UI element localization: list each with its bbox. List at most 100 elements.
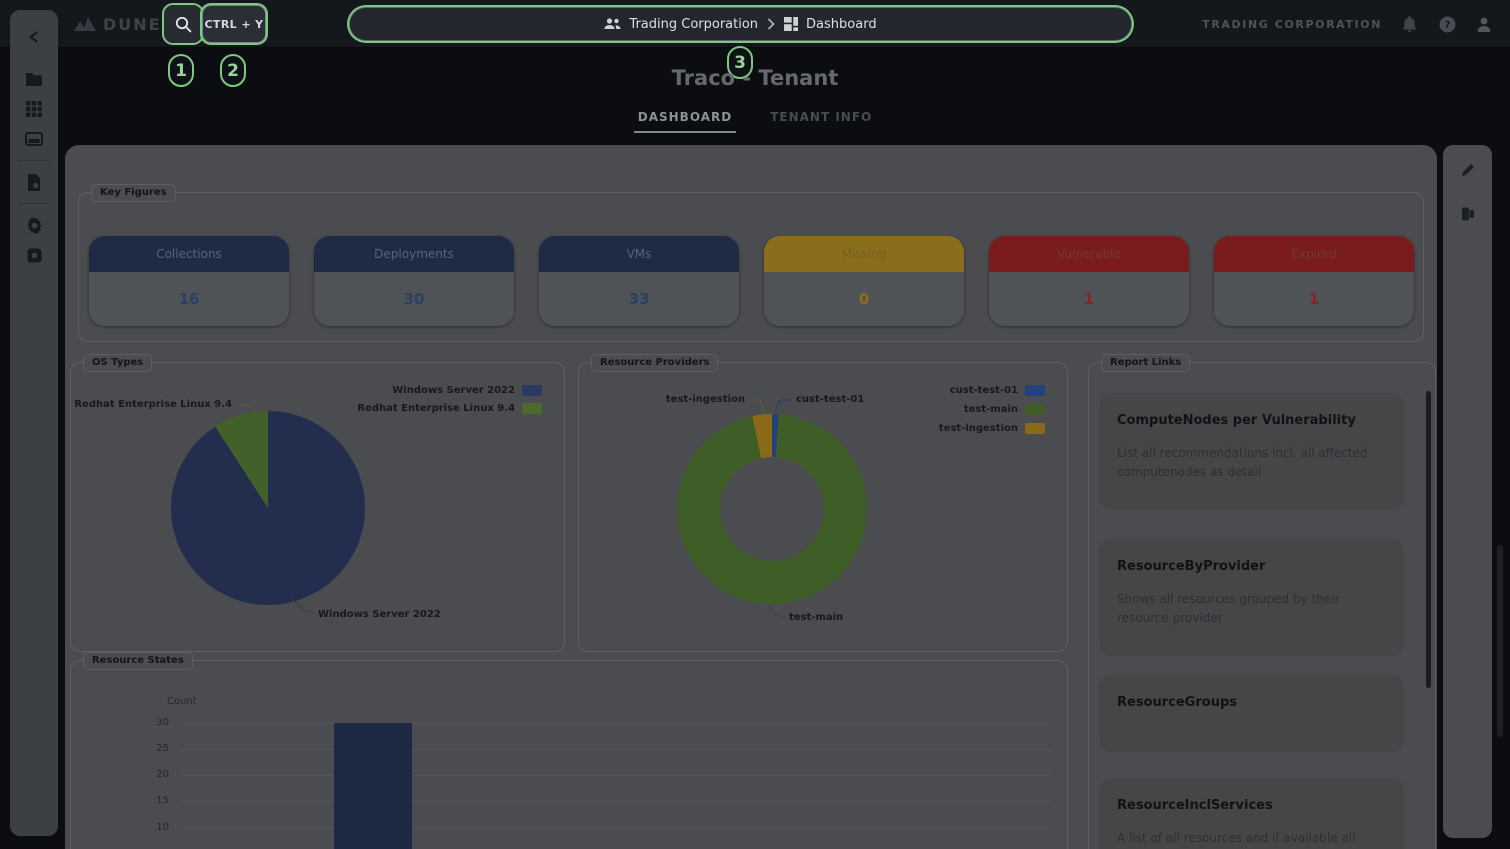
help-icon[interactable]: ? [1434, 0, 1460, 48]
dashboard-content-panel: Key Figures Collections 16 Deployments 3… [65, 145, 1437, 849]
donut-hole [720, 457, 824, 561]
y-tick: 15 [156, 795, 169, 806]
gridline-10 [181, 828, 1051, 829]
report-description: A list of all resources and if available… [1117, 831, 1356, 845]
report-link-computenodes-per-vulnerability[interactable]: ComputeNodes per Vulnerability List all … [1099, 393, 1404, 510]
resource-providers-donut-chart [677, 414, 867, 604]
report-links-legend: Report Links [1101, 354, 1191, 372]
org-label: TRADING CORPORATION [1202, 17, 1382, 31]
key-figures-legend: Key Figures [91, 184, 176, 202]
breadcrumb[interactable]: Trading Corporation Dashboard [349, 7, 1132, 41]
resource-states-legend: Resource States [83, 652, 193, 670]
resource-states-chart-panel: Resource States Count 30 25 20 15 10 [70, 652, 1068, 849]
breadcrumb-section[interactable]: Dashboard [784, 17, 877, 32]
legend-item-test-main: test-main [964, 404, 1045, 415]
resource-providers-chart-panel: Resource Providers cust-test-01 test-mai… [578, 354, 1068, 652]
tab-bar: DASHBOARD TENANT INFO [0, 108, 1510, 133]
report-title: ResourceByProvider [1117, 559, 1266, 574]
resource-states-bar [334, 723, 412, 849]
key-figure-card-missing: Missing 0 [764, 236, 964, 326]
donut-callout-test-ingestion: test-ingestion [665, 394, 745, 405]
card-header: Vulnerable [989, 236, 1189, 272]
legend-swatch-green [522, 403, 542, 414]
legend-label: Windows Server 2022 [392, 385, 515, 396]
legend-label: test-ingestion [938, 423, 1018, 434]
os-types-chart-panel: OS Types Windows Server 2022 Redhat Ente… [70, 354, 565, 652]
breadcrumb-section-label: Dashboard [806, 16, 877, 32]
donut-callout-cust-test-01: cust-test-01 [796, 394, 865, 405]
sidebar-divider [19, 160, 49, 161]
card-value: 0 [764, 272, 964, 326]
shortcut-text: CTRL + Y [204, 17, 264, 31]
legend-item-redhat: Redhat Enterprise Linux 9.4 [357, 403, 542, 414]
report-link-resourcebyprovider[interactable]: ResourceByProvider Shows all resources g… [1099, 539, 1404, 656]
report-description: List all recommendations incl. all affec… [1117, 446, 1368, 479]
tour-step-3-badge: 3 [727, 46, 753, 79]
search-button[interactable] [164, 5, 202, 43]
tab-dashboard[interactable]: DASHBOARD [633, 108, 737, 133]
report-link-resourceinclservices[interactable]: ResourceInclServices A list of all resou… [1099, 778, 1404, 849]
key-figures-group: Key Figures Collections 16 Deployments 3… [78, 184, 1424, 342]
card-value: 33 [539, 272, 739, 326]
legend-item-test-ingestion: test-ingestion [939, 423, 1045, 434]
report-links-scrollbar[interactable] [1426, 391, 1431, 688]
os-types-pie-chart [171, 411, 365, 605]
legend-swatch-gold [1025, 423, 1045, 434]
sidebar [10, 10, 58, 836]
key-figure-card-vulnerable: Vulnerable 1 [989, 236, 1189, 326]
search-shortcut-badge[interactable]: CTRL + Y [202, 5, 266, 43]
sidebar-grid-icon[interactable] [18, 94, 50, 124]
sidebar-collapse-icon[interactable] [18, 22, 50, 52]
y-tick: 30 [156, 717, 169, 728]
report-description: Shows all resources grouped by their res… [1117, 592, 1340, 625]
sidebar-integration-icon[interactable] [18, 240, 50, 270]
card-header: VMs [539, 236, 739, 272]
card-header: Deployments [314, 236, 514, 272]
card-value: 1 [989, 272, 1189, 326]
y-tick: 25 [156, 743, 169, 754]
notifications-bell-icon[interactable] [1396, 0, 1422, 48]
breadcrumb-tenant-label: Trading Corporation [629, 16, 759, 32]
legend-label: test-main [963, 404, 1018, 415]
tenant-people-icon [604, 18, 621, 29]
gridline-15 [181, 801, 1051, 802]
logo-mountain-icon [74, 17, 96, 31]
sidebar-folder-icon[interactable] [18, 64, 50, 94]
donut-callout-test-main: test-main [789, 612, 844, 623]
legend-item-cust-test-01: cust-test-01 [950, 385, 1045, 396]
resource-providers-legend: Resource Providers [591, 354, 719, 372]
edit-pencil-icon[interactable] [1455, 157, 1481, 183]
key-figure-card-vms: VMs 33 [539, 236, 739, 326]
legend-swatch-blue [1025, 385, 1045, 396]
card-header: Collections [89, 236, 289, 272]
tab-tenant-info[interactable]: TENANT INFO [770, 110, 873, 124]
dashboard-icon [784, 17, 799, 31]
sidebar-divider [19, 203, 49, 204]
legend-item-windows: Windows Server 2022 [392, 385, 542, 396]
page-scrollbar-thumb[interactable] [1497, 545, 1503, 737]
sidebar-settings-gear-icon[interactable] [18, 210, 50, 240]
sidebar-document-icon[interactable] [18, 167, 50, 197]
key-figure-card-collections: Collections 16 [89, 236, 289, 326]
y-tick: 10 [156, 822, 169, 833]
legend-label: Redhat Enterprise Linux 9.4 [357, 403, 515, 414]
search-icon [175, 16, 191, 32]
logo-text: DUNE [103, 14, 162, 34]
user-account-icon[interactable] [1471, 0, 1497, 48]
report-link-resourcegroups[interactable]: ResourceGroups [1099, 675, 1404, 752]
tour-step-2-badge: 2 [220, 54, 246, 87]
docs-book-icon[interactable] [1455, 201, 1481, 227]
sidebar-window-icon[interactable] [18, 124, 50, 154]
gridline-25 [181, 749, 1051, 750]
card-header: Missing [764, 236, 964, 272]
gridline-20 [181, 775, 1051, 776]
y-axis-label: Count [167, 696, 197, 707]
card-value: 1 [1214, 272, 1414, 326]
legend-swatch-navy [522, 385, 542, 396]
panel-toolbar [1443, 145, 1492, 838]
breadcrumb-tenant[interactable]: Trading Corporation [604, 17, 758, 32]
page-title: Traco - Tenant [671, 66, 839, 90]
tour-step-1-badge: 1 [168, 54, 194, 87]
report-title: ComputeNodes per Vulnerability [1117, 413, 1356, 428]
